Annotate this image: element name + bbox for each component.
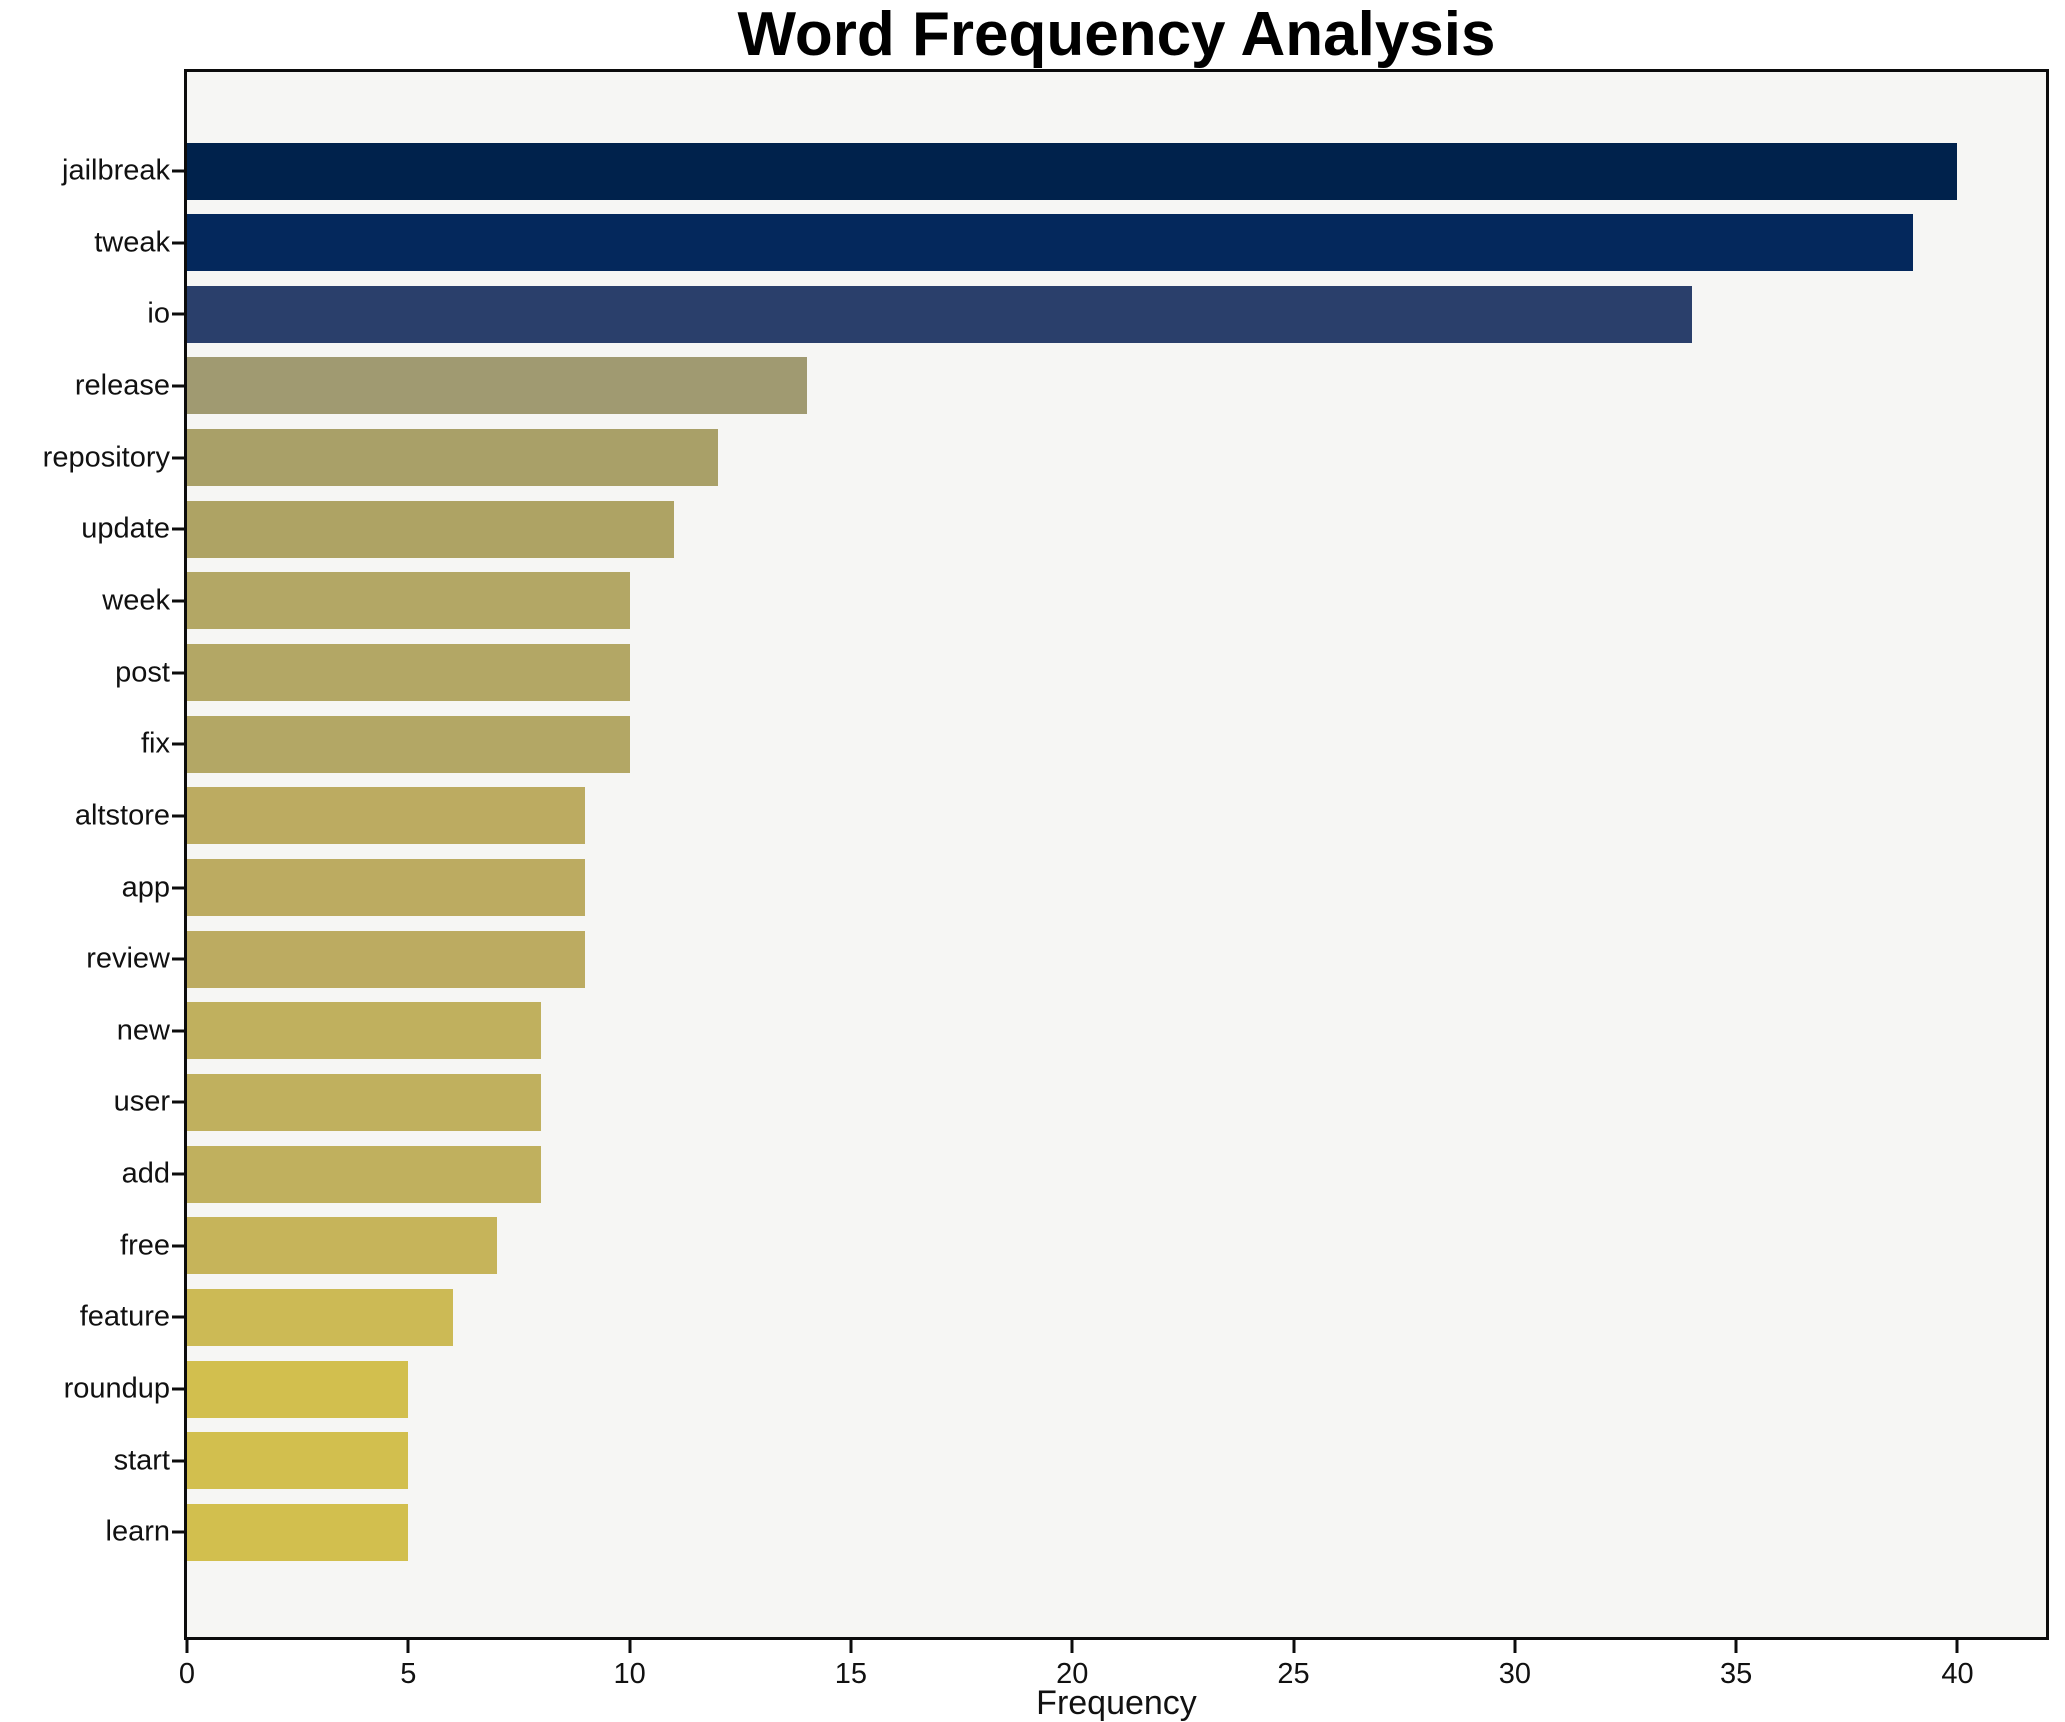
x-tick-label-40: 40 <box>1941 1658 1974 1690</box>
y-category-label-io: io <box>147 297 170 330</box>
y-category-label-app: app <box>121 871 170 903</box>
bar-fix <box>187 715 630 773</box>
y-category-label-repository: repository <box>42 441 170 474</box>
y-tick-mark <box>172 814 184 818</box>
bar-new <box>187 1002 542 1060</box>
y-tick-mark <box>172 1530 184 1534</box>
bar-app <box>187 859 586 916</box>
bar-altstore <box>187 787 586 845</box>
y-tick-mark <box>172 456 184 460</box>
y-category-label-week: week <box>102 584 170 617</box>
y-category-label-roundup: roundup <box>63 1372 170 1405</box>
y-category-label-jailbreak: jailbreak <box>62 154 170 187</box>
y-category-label-review: review <box>86 942 170 975</box>
bar-repository <box>187 429 719 487</box>
y-tick-mark <box>172 1315 184 1319</box>
x-tick-mark <box>1070 1640 1074 1653</box>
y-tick-mark <box>172 671 184 675</box>
y-tick-mark <box>172 1029 184 1033</box>
x-tick-label-10: 10 <box>613 1658 646 1690</box>
x-axis-label: Frequency <box>1036 1684 1197 1722</box>
y-tick-mark <box>172 527 184 531</box>
y-category-label-release: release <box>74 369 170 402</box>
bar-free <box>187 1217 497 1275</box>
y-tick-mark <box>172 957 184 961</box>
y-tick-mark <box>172 312 184 316</box>
y-tick-mark <box>172 1100 184 1104</box>
bar-io <box>187 285 1692 343</box>
x-tick-mark <box>1734 1640 1738 1653</box>
y-tick-mark <box>172 1459 184 1463</box>
y-category-label-start: start <box>113 1444 170 1477</box>
y-tick-mark <box>172 241 184 245</box>
bar-jailbreak <box>187 142 1958 200</box>
y-tick-mark <box>172 1172 184 1176</box>
y-tick-mark <box>172 1244 184 1248</box>
x-tick-label-15: 15 <box>834 1658 868 1690</box>
bar-update <box>187 500 674 558</box>
bar-tweak <box>187 214 1914 272</box>
x-tick-mark <box>1513 1640 1517 1653</box>
x-tick-mark <box>628 1640 632 1653</box>
bar-start <box>187 1432 409 1490</box>
y-category-label-learn: learn <box>105 1515 171 1548</box>
bar-roundup <box>187 1360 409 1418</box>
x-tick-label-25: 25 <box>1277 1658 1310 1690</box>
y-category-label-add: add <box>121 1157 170 1190</box>
y-category-label-fix: fix <box>141 727 170 760</box>
y-category-label-feature: feature <box>79 1300 170 1333</box>
bar-learn <box>187 1503 409 1561</box>
bar-review <box>187 930 586 988</box>
bar-post <box>187 644 630 702</box>
y-tick-mark <box>172 1387 184 1391</box>
x-tick-label-5: 5 <box>400 1658 417 1690</box>
y-tick-mark <box>172 886 184 889</box>
y-tick-mark <box>172 742 184 746</box>
y-category-label-user: user <box>113 1085 170 1118</box>
y-tick-mark <box>172 384 184 388</box>
x-tick-label-20: 20 <box>1056 1658 1089 1690</box>
x-tick-mark <box>1955 1640 1959 1653</box>
y-category-label-new: new <box>116 1014 170 1047</box>
y-category-label-post: post <box>115 656 170 689</box>
y-category-label-update: update <box>81 512 170 545</box>
x-tick-label-0: 0 <box>178 1658 196 1690</box>
bar-user <box>187 1073 542 1131</box>
chart-title: Word Frequency Analysis <box>737 0 1496 69</box>
x-tick-mark <box>406 1640 410 1653</box>
x-tick-mark <box>1292 1640 1296 1653</box>
bar-feature <box>187 1288 453 1346</box>
y-category-label-tweak: tweak <box>94 226 170 259</box>
bar-add <box>187 1145 542 1203</box>
plot-area <box>184 69 2049 1640</box>
bar-week <box>187 572 630 630</box>
x-tick-mark <box>185 1640 189 1653</box>
bar-release <box>187 357 807 415</box>
y-category-label-free: free <box>120 1229 170 1262</box>
x-tick-mark <box>849 1640 853 1653</box>
x-tick-label-35: 35 <box>1720 1658 1753 1690</box>
y-tick-mark <box>172 599 184 603</box>
y-tick-mark <box>172 169 184 173</box>
y-category-label-altstore: altstore <box>74 799 170 832</box>
x-tick-label-30: 30 <box>1498 1658 1531 1690</box>
